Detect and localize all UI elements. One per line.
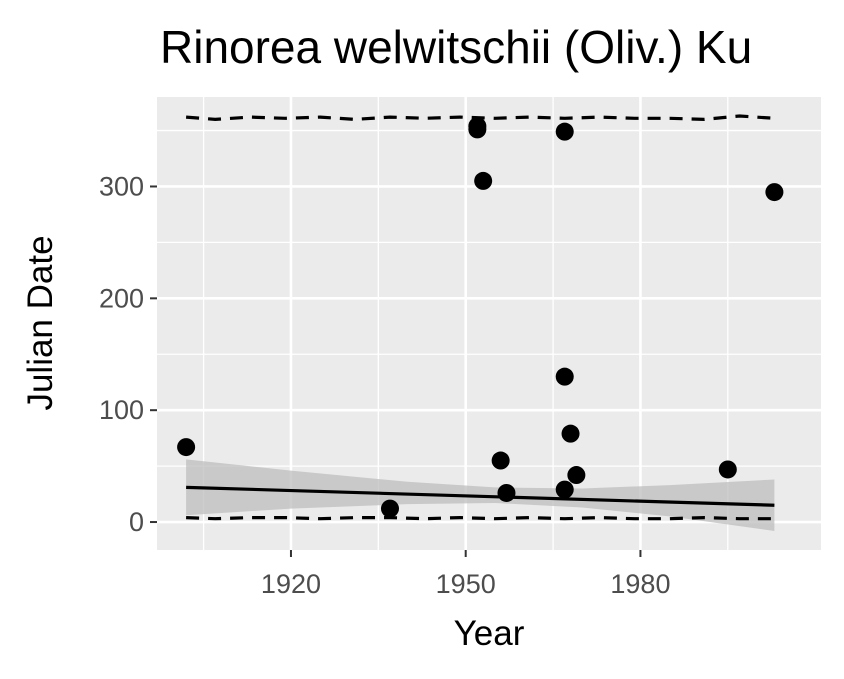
x-axis: 1920 1950 1980 <box>261 550 670 599</box>
data-point <box>567 466 586 485</box>
data-point <box>468 120 487 139</box>
y-tick-label: 0 <box>129 507 144 537</box>
data-point <box>177 438 196 457</box>
chart-title: Rinorea welwitschii (Oliv.) Ku <box>160 21 752 73</box>
x-tick-label: 1950 <box>436 569 496 599</box>
grid-minor <box>157 97 821 550</box>
x-tick-label: 1980 <box>610 569 670 599</box>
lower-dashed-line <box>186 515 775 521</box>
data-point <box>555 122 574 141</box>
data-point <box>497 483 516 502</box>
data-point <box>555 367 574 386</box>
data-point <box>474 171 493 190</box>
y-axis-title: Julian Date <box>21 235 60 410</box>
data-point <box>555 480 574 499</box>
data-point <box>491 451 510 470</box>
point-layer <box>177 117 784 518</box>
y-tick-label: 200 <box>99 283 144 313</box>
y-tick-label: 300 <box>99 171 144 201</box>
data-point <box>561 424 580 443</box>
y-axis: 0 100 200 300 <box>99 171 157 537</box>
data-point <box>718 460 737 479</box>
data-point <box>765 183 784 202</box>
y-tick-label: 100 <box>99 395 144 425</box>
x-tick-label: 1920 <box>261 569 321 599</box>
trend-line <box>186 485 775 507</box>
data-point <box>380 499 399 518</box>
x-axis-title: Year <box>454 614 525 653</box>
